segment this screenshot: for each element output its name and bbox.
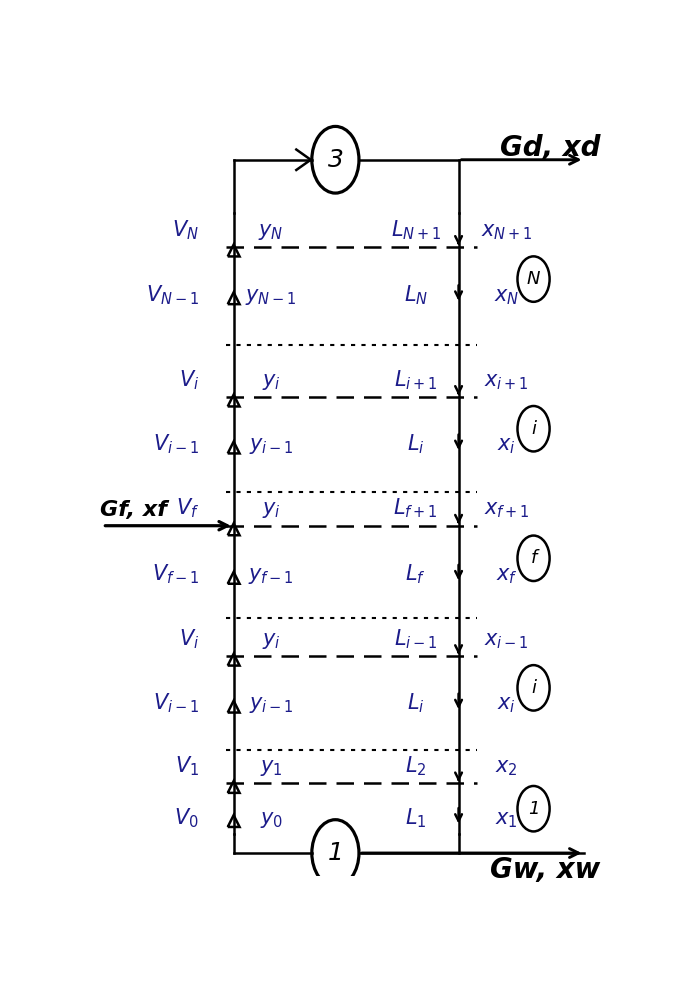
Text: $y_{i-1}$: $y_{i-1}$ bbox=[249, 695, 294, 715]
Text: $L_N$: $L_N$ bbox=[404, 283, 428, 307]
Text: $x_{i-1}$: $x_{i-1}$ bbox=[484, 631, 529, 650]
Text: $x_i$: $x_i$ bbox=[498, 436, 516, 456]
Text: $L_2$: $L_2$ bbox=[405, 755, 426, 778]
Text: $y_1$: $y_1$ bbox=[260, 758, 283, 778]
Text: $y_{f-1}$: $y_{f-1}$ bbox=[248, 567, 294, 586]
Text: Gw, xw: Gw, xw bbox=[490, 856, 600, 884]
Text: $L_{N+1}$: $L_{N+1}$ bbox=[390, 218, 441, 242]
Text: $L_{i+1}$: $L_{i+1}$ bbox=[394, 368, 437, 392]
Text: $V_{N-1}$: $V_{N-1}$ bbox=[146, 283, 199, 307]
Text: $x_{f+1}$: $x_{f+1}$ bbox=[484, 501, 530, 521]
Text: $x_1$: $x_1$ bbox=[495, 810, 518, 830]
Text: $V_i$: $V_i$ bbox=[178, 627, 199, 650]
Text: 3: 3 bbox=[328, 148, 343, 172]
Text: $V_i$: $V_i$ bbox=[178, 368, 199, 392]
Text: $V_1$: $V_1$ bbox=[175, 755, 199, 778]
Text: $x_f$: $x_f$ bbox=[496, 567, 518, 586]
Text: $V_N$: $V_N$ bbox=[172, 218, 199, 242]
Text: $V_f$: $V_f$ bbox=[176, 497, 199, 521]
Text: $y_i$: $y_i$ bbox=[262, 372, 281, 392]
Text: $L_{i-1}$: $L_{i-1}$ bbox=[394, 627, 437, 650]
Text: $y_{i-1}$: $y_{i-1}$ bbox=[249, 436, 294, 456]
Text: $y_{N-1}$: $y_{N-1}$ bbox=[245, 286, 297, 307]
Text: $L_{f+1}$: $L_{f+1}$ bbox=[393, 497, 438, 521]
Text: $y_i$: $y_i$ bbox=[262, 631, 281, 650]
Text: $L_1$: $L_1$ bbox=[405, 806, 426, 830]
Text: $x_{N+1}$: $x_{N+1}$ bbox=[481, 221, 533, 242]
Text: 1: 1 bbox=[328, 841, 343, 865]
Text: $L_f$: $L_f$ bbox=[406, 563, 426, 586]
Text: $V_0$: $V_0$ bbox=[174, 806, 199, 830]
Text: 1: 1 bbox=[528, 800, 539, 818]
Text: $y_0$: $y_0$ bbox=[260, 810, 283, 830]
Text: N: N bbox=[527, 270, 540, 288]
Text: $x_i$: $x_i$ bbox=[498, 695, 516, 715]
Text: i: i bbox=[531, 679, 536, 697]
Text: $x_2$: $x_2$ bbox=[495, 758, 518, 778]
Text: $x_{i+1}$: $x_{i+1}$ bbox=[484, 372, 529, 392]
Text: $x_N$: $x_N$ bbox=[494, 286, 520, 307]
Text: $V_{i-1}$: $V_{i-1}$ bbox=[153, 692, 199, 715]
Text: $L_i$: $L_i$ bbox=[407, 432, 424, 456]
Text: $V_{i-1}$: $V_{i-1}$ bbox=[153, 432, 199, 456]
Text: $L_i$: $L_i$ bbox=[407, 692, 424, 715]
Text: $y_i$: $y_i$ bbox=[262, 501, 281, 521]
Text: Gf, xf: Gf, xf bbox=[100, 500, 167, 520]
Text: i: i bbox=[531, 420, 536, 438]
Text: Gd, xd: Gd, xd bbox=[500, 135, 600, 162]
Text: f: f bbox=[531, 549, 537, 568]
Text: $V_{f-1}$: $V_{f-1}$ bbox=[151, 563, 199, 586]
Text: $y_N$: $y_N$ bbox=[258, 221, 284, 242]
